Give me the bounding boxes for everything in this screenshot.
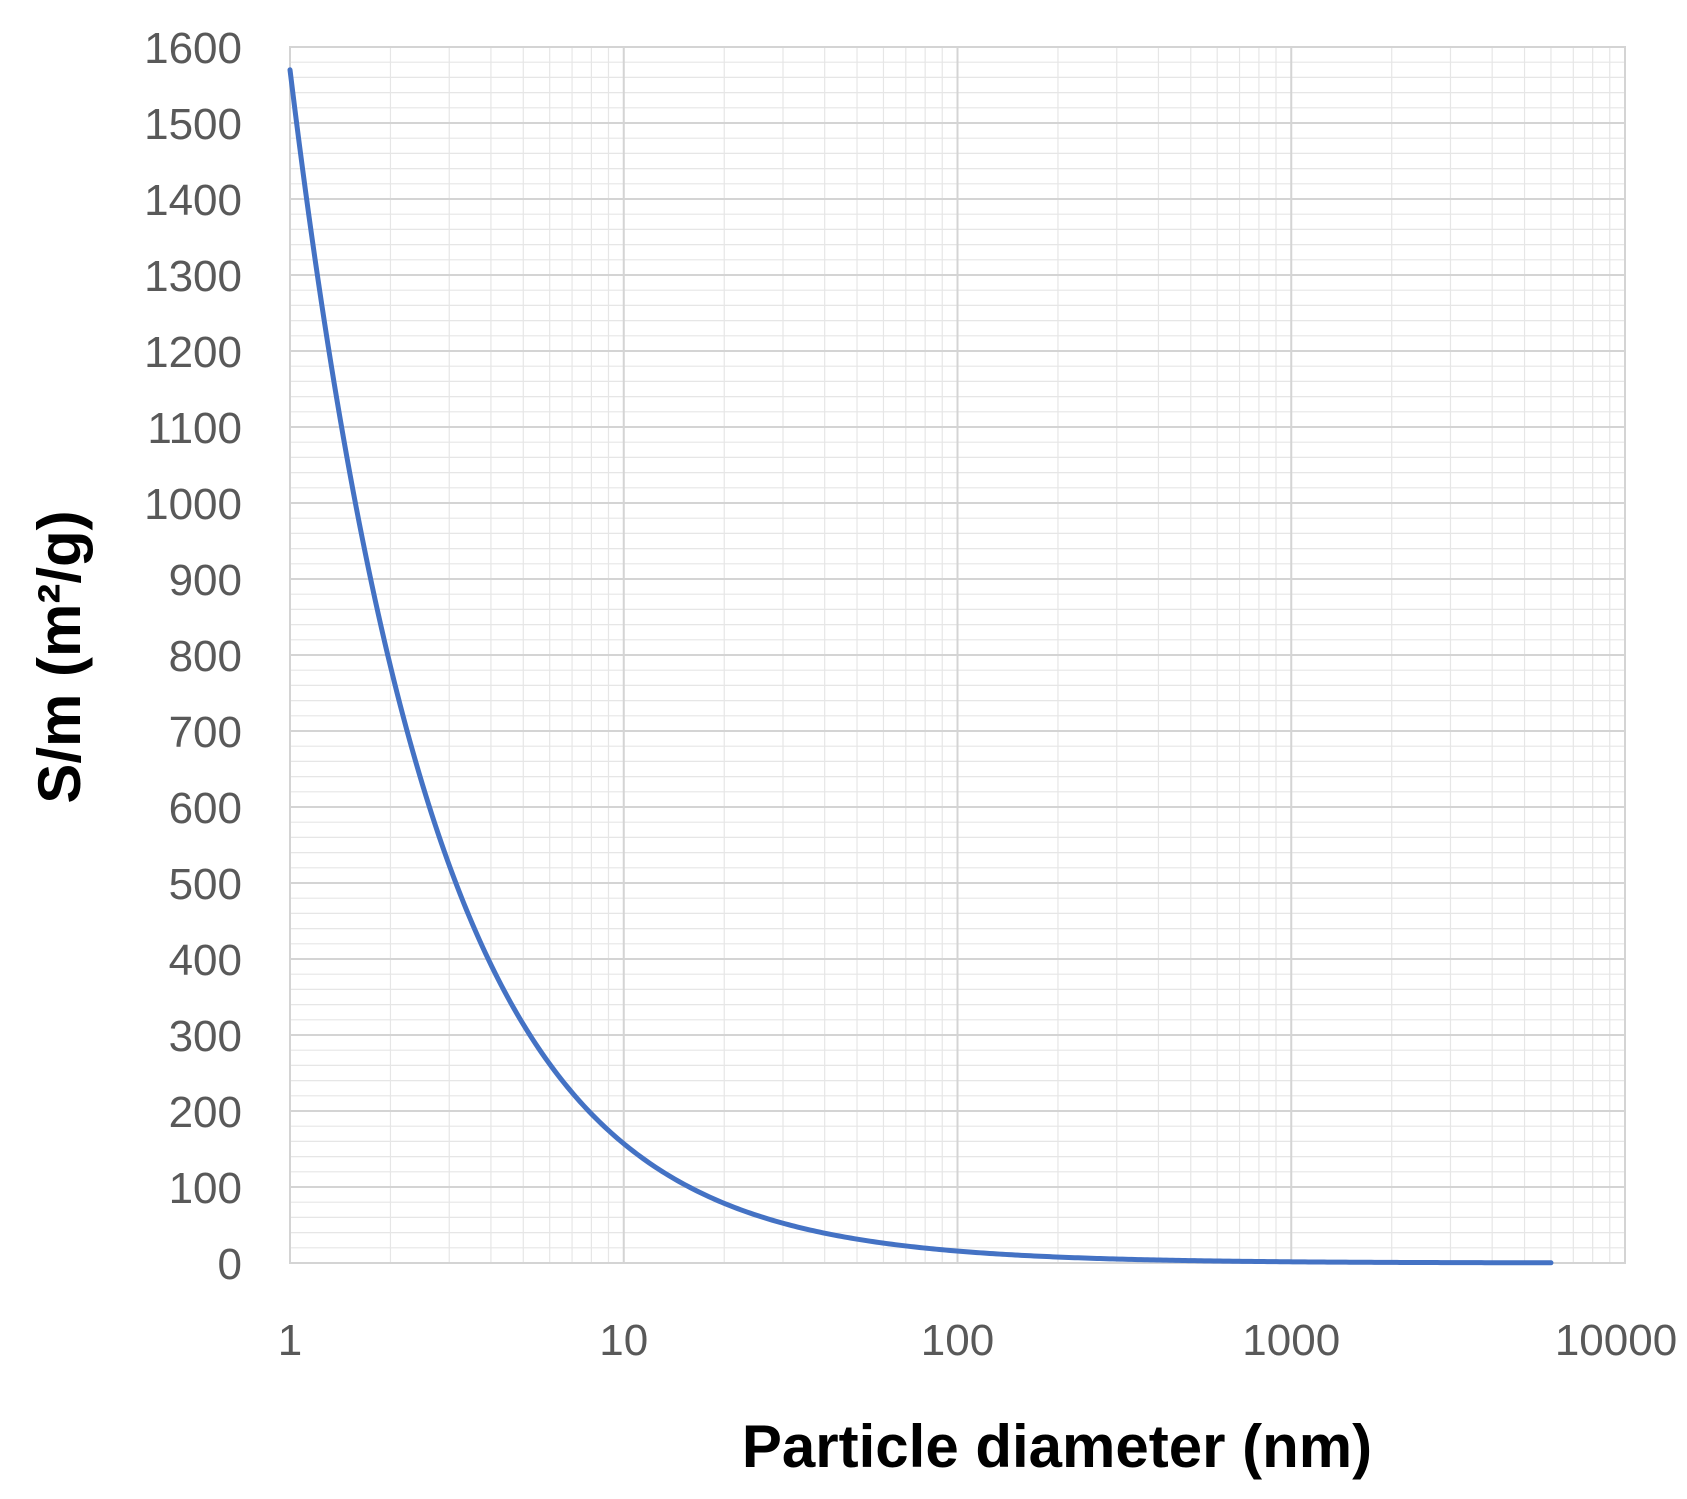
y-tick-label: 700 <box>169 708 242 757</box>
plot-area-frame <box>289 46 1626 1264</box>
y-tick-label: 500 <box>169 860 242 909</box>
y-tick-label: 900 <box>169 556 242 605</box>
x-tick-label: 100 <box>921 1316 994 1365</box>
y-tick-label: 100 <box>169 1164 242 1213</box>
y-tick-label: 800 <box>169 632 242 681</box>
x-tick-label: 1 <box>278 1316 302 1365</box>
x-tick-label: 10 <box>599 1316 648 1365</box>
x-axis-tick-labels: 1 10 100 1000 10000 <box>278 1316 1677 1365</box>
y-tick-label: 1500 <box>144 100 242 149</box>
x-tick-label: 1000 <box>1242 1316 1340 1365</box>
series-line <box>287 67 1554 1266</box>
y-tick-label: 1600 <box>144 24 242 73</box>
y-tick-label: 1100 <box>147 404 242 453</box>
x-tick-label: 10000 <box>1555 1316 1677 1365</box>
y-tick-label: 600 <box>169 784 242 833</box>
y-tick-label: 300 <box>169 1012 242 1061</box>
y-axis-title: S/m (m²/g) <box>26 510 93 803</box>
y-tick-label: 1300 <box>144 252 242 301</box>
y-axis-tick-labels: 0 100 200 300 400 500 600 700 800 900 1000 1100 1200… <box>144 24 242 1289</box>
series-layer <box>287 67 1554 1266</box>
y-tick-label: 200 <box>169 1088 242 1137</box>
x-axis-title: Particle diameter (nm) <box>742 1413 1372 1480</box>
y-tick-label: 1200 <box>144 328 242 377</box>
y-tick-label: 0 <box>218 1240 242 1289</box>
y-tick-label: 400 <box>169 936 242 985</box>
y-tick-label: 1400 <box>144 176 242 225</box>
y-tick-label: 1000 <box>144 480 242 529</box>
